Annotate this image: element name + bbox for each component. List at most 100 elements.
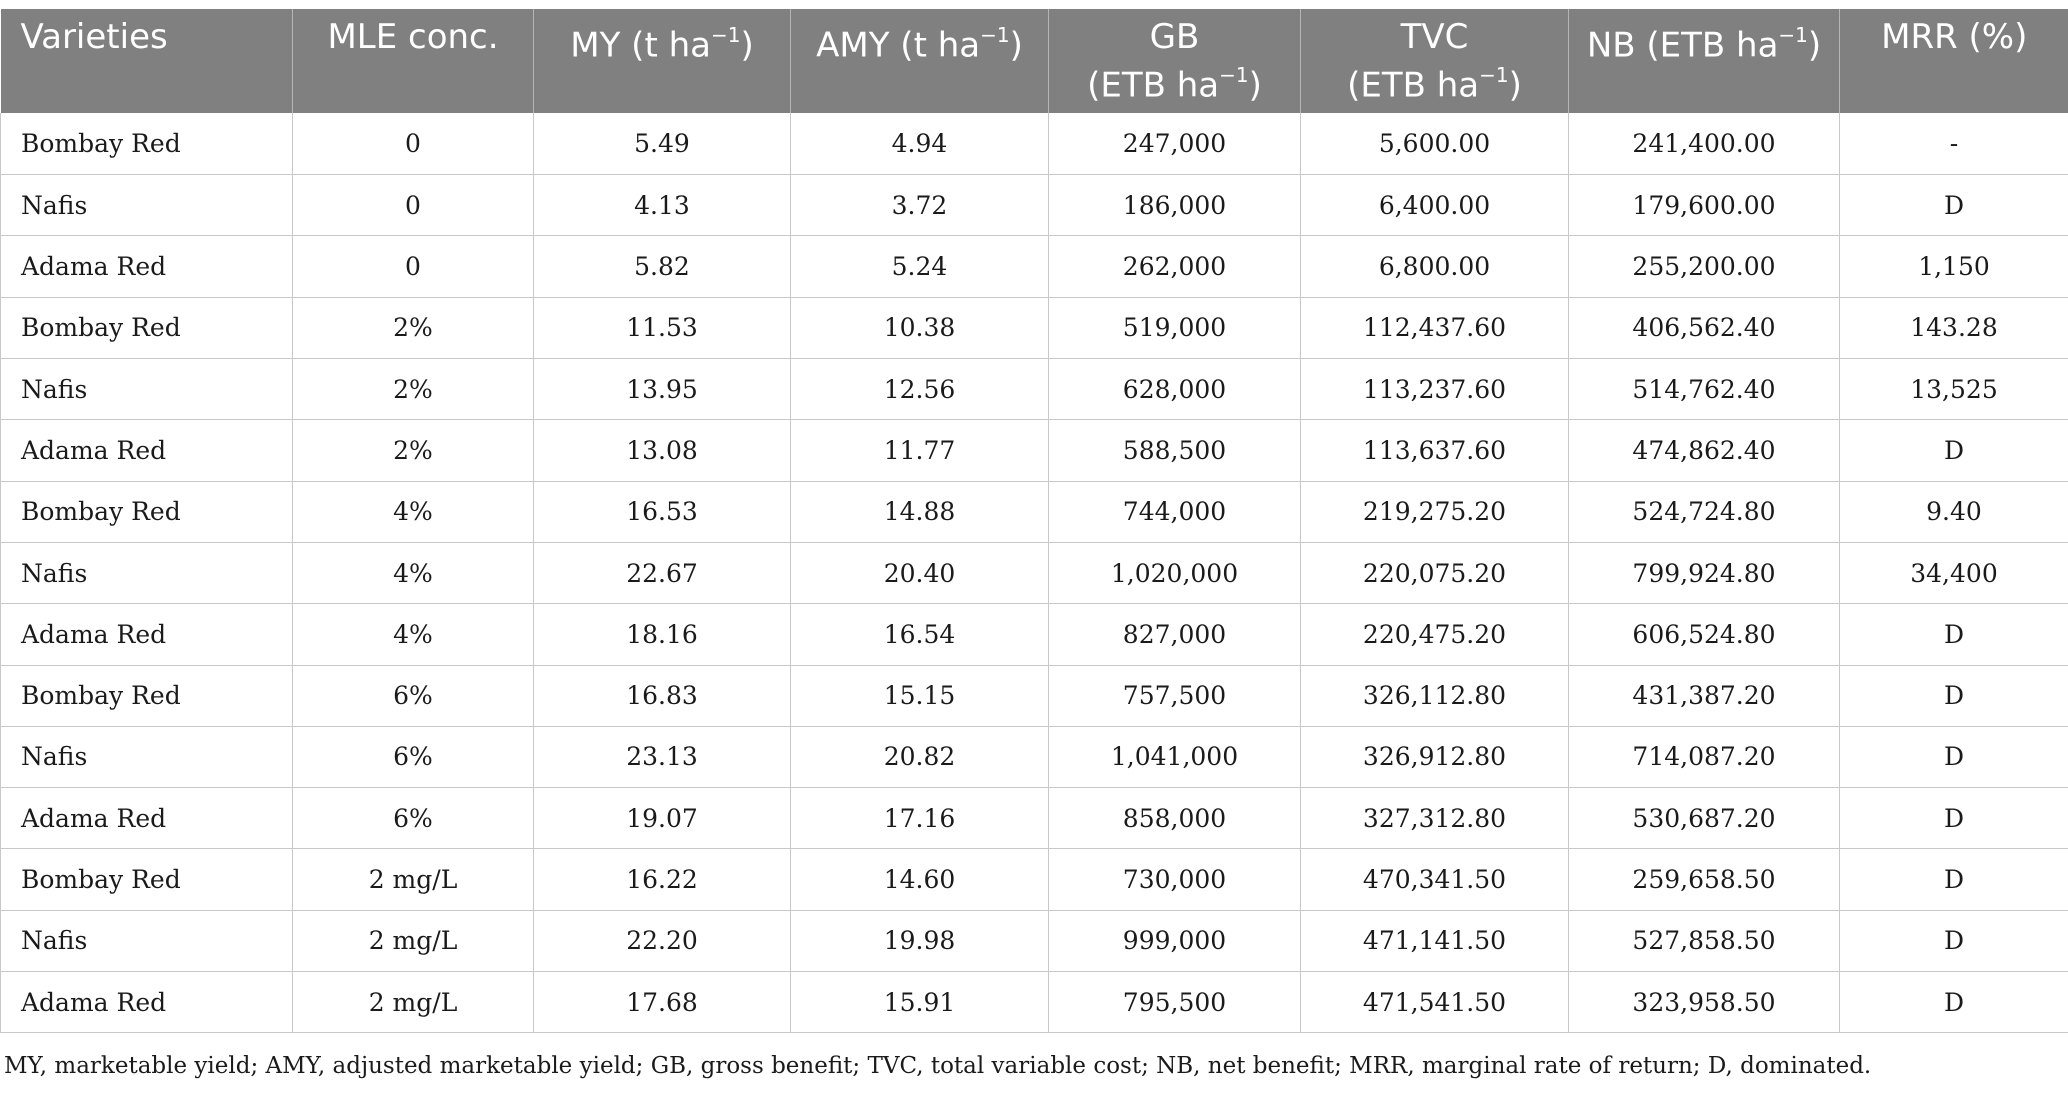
- cell-mrr: D: [1839, 910, 2068, 972]
- table-header-row: Varieties MLE conc. MY (t ha−1) AMY (t h…: [0, 9, 2068, 114]
- table-row: Adama Red 2 mg/L 17.68 15.91 795,500 471,541.…: [0, 971, 2068, 1034]
- cell-mle-conc: 2 mg/L: [292, 971, 534, 1034]
- cell-gb: 999,000: [1048, 910, 1301, 972]
- cell-variety: Adama Red: [0, 235, 293, 298]
- cell-my: 17.68: [533, 971, 791, 1034]
- cell-tvc: 113,637.60: [1300, 419, 1569, 482]
- cell-gb: 795,500: [1048, 971, 1301, 1034]
- cell-mrr: 1,150: [1839, 235, 2068, 298]
- cell-gb: 757,500: [1048, 665, 1301, 727]
- cell-amy: 20.82: [790, 726, 1049, 789]
- cell-nb: 179,600.00: [1568, 174, 1840, 237]
- cell-nb: 524,724.80: [1568, 481, 1840, 543]
- cell-mle-conc: 0: [292, 235, 534, 298]
- cell-amy: 19.98: [790, 910, 1049, 972]
- cell-my: 13.08: [533, 419, 791, 482]
- table-row: Nafis 6% 23.13 20.82 1,041,000 326,912.80 714,…: [0, 726, 2068, 789]
- cell-nb: 530,687.20: [1568, 787, 1840, 850]
- cell-my: 19.07: [533, 787, 791, 850]
- cell-mle-conc: 2%: [292, 297, 534, 360]
- cell-variety: Bombay Red: [0, 113, 293, 176]
- cell-nb: 714,087.20: [1568, 726, 1840, 789]
- cell-gb: 247,000: [1048, 113, 1301, 176]
- cell-mrr: -: [1839, 113, 2068, 176]
- table-row: Nafis 2 mg/L 22.20 19.98 999,000 471,141.50 52…: [0, 910, 2068, 972]
- cell-tvc: 113,237.60: [1300, 358, 1569, 421]
- cell-nb: 406,562.40: [1568, 297, 1840, 360]
- cell-amy: 5.24: [790, 235, 1049, 298]
- cell-gb: 262,000: [1048, 235, 1301, 298]
- cell-tvc: 326,912.80: [1300, 726, 1569, 789]
- cell-tvc: 219,275.20: [1300, 481, 1569, 543]
- cell-my: 16.53: [533, 481, 791, 543]
- cell-gb: 588,500: [1048, 419, 1301, 482]
- cell-tvc: 112,437.60: [1300, 297, 1569, 360]
- cell-my: 18.16: [533, 603, 791, 666]
- cell-gb: 519,000: [1048, 297, 1301, 360]
- cell-amy: 3.72: [790, 174, 1049, 237]
- cell-nb: 431,387.20: [1568, 665, 1840, 727]
- cell-tvc: 220,475.20: [1300, 603, 1569, 666]
- cell-gb: 744,000: [1048, 481, 1301, 543]
- header-varieties: Varieties: [0, 9, 293, 114]
- header-tvc: TVC (ETB ha−1): [1300, 9, 1569, 114]
- table-row: Bombay Red 6% 16.83 15.15 757,500 326,112.80 4…: [0, 665, 2068, 727]
- table-row: Bombay Red 2 mg/L 16.22 14.60 730,000 470,341…: [0, 848, 2068, 911]
- cell-mrr: D: [1839, 726, 2068, 789]
- cell-nb: 259,658.50: [1568, 848, 1840, 911]
- cell-my: 13.95: [533, 358, 791, 421]
- cell-gb: 730,000: [1048, 848, 1301, 911]
- cell-variety: Bombay Red: [0, 297, 293, 360]
- cell-variety: Nafis: [0, 726, 293, 789]
- cell-my: 22.67: [533, 542, 791, 605]
- cell-my: 23.13: [533, 726, 791, 789]
- table-row: Bombay Red 4% 16.53 14.88 744,000 219,275.20 5…: [0, 481, 2068, 543]
- cell-tvc: 327,312.80: [1300, 787, 1569, 850]
- cell-gb: 858,000: [1048, 787, 1301, 850]
- cell-mrr: D: [1839, 665, 2068, 727]
- cell-mle-conc: 2%: [292, 358, 534, 421]
- cell-variety: Bombay Red: [0, 481, 293, 543]
- cell-variety: Nafis: [0, 910, 293, 972]
- cell-nb: 514,762.40: [1568, 358, 1840, 421]
- cell-amy: 14.88: [790, 481, 1049, 543]
- cell-amy: 10.38: [790, 297, 1049, 360]
- header-my: MY (t ha−1): [533, 9, 791, 114]
- table-row: Adama Red 4% 18.16 16.54 827,000 220,475.20 60…: [0, 603, 2068, 666]
- cell-gb: 827,000: [1048, 603, 1301, 666]
- cell-mle-conc: 4%: [292, 481, 534, 543]
- header-amy: AMY (t ha−1): [790, 9, 1049, 114]
- header-mle-conc: MLE conc.: [292, 9, 534, 114]
- cell-variety: Adama Red: [0, 787, 293, 850]
- cell-variety: Bombay Red: [0, 848, 293, 911]
- cell-amy: 15.91: [790, 971, 1049, 1034]
- cell-my: 16.22: [533, 848, 791, 911]
- cell-my: 4.13: [533, 174, 791, 237]
- cell-amy: 4.94: [790, 113, 1049, 176]
- cell-my: 5.49: [533, 113, 791, 176]
- cell-nb: 474,862.40: [1568, 419, 1840, 482]
- cell-amy: 16.54: [790, 603, 1049, 666]
- cell-amy: 14.60: [790, 848, 1049, 911]
- cell-variety: Nafis: [0, 542, 293, 605]
- cell-tvc: 5,600.00: [1300, 113, 1569, 176]
- cell-mle-conc: 4%: [292, 542, 534, 605]
- cell-mrr: D: [1839, 787, 2068, 850]
- cell-mle-conc: 2 mg/L: [292, 910, 534, 972]
- cell-amy: 17.16: [790, 787, 1049, 850]
- cell-my: 16.83: [533, 665, 791, 727]
- cell-mrr: 34,400: [1839, 542, 2068, 605]
- cell-mrr: 143.28: [1839, 297, 2068, 360]
- cell-mle-conc: 2 mg/L: [292, 848, 534, 911]
- cell-variety: Bombay Red: [0, 665, 293, 727]
- cell-my: 11.53: [533, 297, 791, 360]
- cell-mle-conc: 2%: [292, 419, 534, 482]
- table-body: Bombay Red 0 5.49 4.94 247,000 5,600.00 241,40…: [0, 113, 2068, 1034]
- cell-variety: Adama Red: [0, 419, 293, 482]
- cell-nb: 241,400.00: [1568, 113, 1840, 176]
- table-row: Adama Red 0 5.82 5.24 262,000 6,800.00 255,200…: [0, 235, 2068, 298]
- cell-variety: Adama Red: [0, 971, 293, 1034]
- cell-mrr: 9.40: [1839, 481, 2068, 543]
- cell-mle-conc: 6%: [292, 726, 534, 789]
- header-nb: NB (ETB ha−1): [1568, 9, 1840, 114]
